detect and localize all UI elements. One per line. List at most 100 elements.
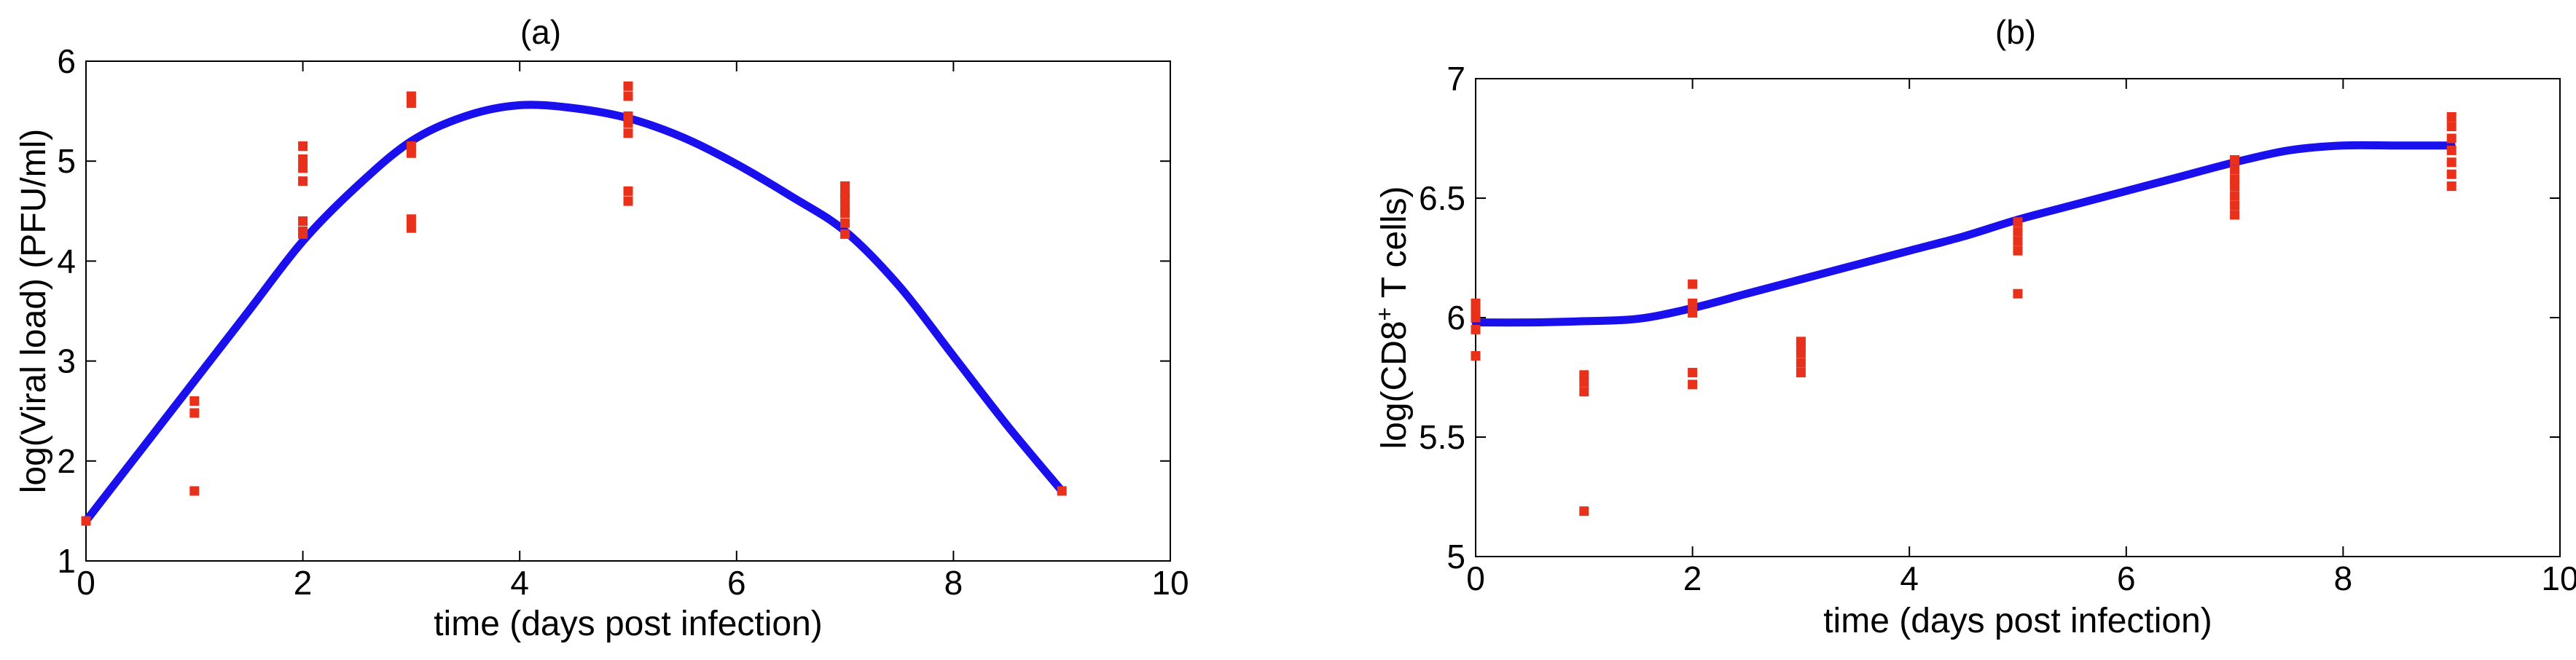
panel-b-data-point (1471, 313, 1481, 323)
panel-b-data-point (2230, 181, 2240, 192)
panel-b-data-point (2230, 165, 2240, 175)
panel-a-data-point (623, 81, 633, 91)
panel-b-data-point (1579, 377, 1589, 388)
panel-b-data-point (1796, 367, 1806, 377)
panel-b-y-axis-label: log(CD8+ T cells) (1371, 186, 1414, 449)
panel-b-data-point (2013, 245, 2023, 256)
panel-b-x-axis-label: time (days post infection) (1823, 602, 2212, 640)
panel-b-data-point (2013, 236, 2023, 246)
panel-a-x-tick-label: 8 (944, 564, 963, 602)
panel-b-data-point (1688, 367, 1698, 377)
panel-b-data-point (1796, 337, 1806, 347)
panel-a-data-point (189, 486, 200, 496)
panel-b-data-point (2230, 200, 2240, 211)
panel-b-data-point (2013, 217, 2023, 227)
panel-a-x-tick-label: 10 (1151, 564, 1189, 602)
panel-b-fit-line (1471, 141, 2456, 327)
panel-a-data-point (298, 216, 308, 227)
panel-b-data-point (2013, 288, 2023, 299)
panel-b-data-point (2446, 169, 2456, 179)
panel-a-data-point (189, 408, 200, 418)
panel-b-x-tick-label: 4 (1900, 559, 1919, 597)
panel-b-y-axis-label-superscript: + (1371, 307, 1398, 321)
panel-a-x-tick-label: 0 (77, 564, 95, 602)
panel-b-data-point (1688, 380, 1698, 390)
panel-b-y-tick-label: 5 (1446, 538, 1465, 575)
panel-b-data-point (1579, 506, 1589, 516)
panel-a-y-tick-label: 1 (57, 542, 76, 580)
panel-b-data-point (1471, 305, 1481, 315)
panel-b-data-point (2230, 155, 2240, 165)
panel-a-fit-line (82, 101, 1066, 525)
panel-b-data-point (1471, 324, 1481, 334)
panel-b-data-point (2446, 133, 2456, 144)
panel-a-data-point (623, 91, 633, 101)
panel-b-title: (b) (1995, 13, 2036, 51)
panel-b-data-point (1471, 298, 1481, 308)
panel-b-x-tick-label: 0 (1466, 559, 1485, 597)
panel-b-data-point (1579, 370, 1589, 380)
panel-b-y-axis-label-prefix: log(CD8 (1375, 321, 1414, 449)
panel-b-x-tick-label: 6 (2117, 559, 2136, 597)
panel-a-data-point (189, 396, 200, 406)
panel-b-data-point (1688, 307, 1698, 318)
panel-a-data-point (623, 186, 633, 196)
panel-a-y-tick-label: 4 (57, 242, 76, 280)
panel-a-data-point (623, 196, 633, 206)
panel-b-data-point (1688, 279, 1698, 289)
panel-a-y-tick-label: 3 (57, 342, 76, 380)
panel-b-chart: (b) 0 2 4 6 8 10 5 5.5 6 6.5 7 time (days post in… (1371, 13, 2576, 640)
panel-a-x-tick-label: 2 (294, 564, 313, 602)
panel-b-data-point (2446, 111, 2456, 122)
panel-b-data-point (2446, 145, 2456, 155)
panel-b-data-point (1796, 358, 1806, 368)
panel-b-data-point (2230, 210, 2240, 220)
panel-a-data-point (81, 516, 91, 526)
panel-b-y-tick-label: 7 (1446, 60, 1465, 98)
panel-b-data-point (1796, 348, 1806, 358)
panel-b-data-point (2446, 122, 2456, 132)
panel-b-y-ticks: 5 5.5 6 6.5 7 (1419, 60, 2560, 575)
panel-a-data-point (623, 128, 633, 138)
panel-b-data-point (2230, 174, 2240, 184)
panel-b-data-points (1471, 111, 2456, 516)
panel-a-data-point (298, 154, 308, 164)
panel-b-y-tick-label: 6.5 (1419, 179, 1465, 217)
panel-a-title: (a) (520, 13, 561, 51)
panel-b-y-tick-label: 5.5 (1419, 418, 1465, 456)
panel-a-x-axis-label: time (days post infection) (434, 605, 823, 643)
panel-b-y-axis-label-suffix: T cells) (1375, 186, 1414, 307)
panel-b-data-point (1688, 298, 1698, 308)
panel-b-x-ticks: 0 2 4 6 8 10 (1466, 79, 2576, 597)
panel-b-data-point (2013, 227, 2023, 237)
panel-b-x-tick-label: 10 (2541, 559, 2576, 597)
panel-a-axes-box (85, 60, 1171, 562)
panel-a-data-point (298, 176, 308, 186)
panel-b-data-point (2230, 191, 2240, 201)
panel-a-data-point (298, 141, 308, 152)
panel-b-data-point (1471, 350, 1481, 361)
panel-a-x-tick-label: 4 (510, 564, 529, 602)
panel-a-data-point (406, 91, 416, 101)
panel-b-data-point (2446, 157, 2456, 168)
panel-a-data-point (840, 229, 850, 239)
panel-a-data-point (623, 111, 633, 121)
panel-a-data-point (1057, 486, 1067, 496)
panel-a-data-point (406, 141, 416, 152)
panel-b-data-point (2446, 181, 2456, 192)
panel-a-x-tick-label: 6 (727, 564, 746, 602)
panel-a-data-point (298, 229, 308, 239)
panel-b-y-tick-label: 6 (1446, 299, 1465, 337)
panel-a-y-tick-label: 5 (57, 142, 76, 180)
panel-a-data-point (298, 163, 308, 173)
panel-b-data-point (1579, 387, 1589, 397)
panel-a-y-axis-label: log(Viral load) (PFU/ml) (15, 129, 53, 494)
panel-a-y-ticks: 1 2 3 4 5 6 (57, 42, 1170, 580)
panel-a-data-point (840, 218, 850, 228)
panel-b-x-tick-label: 2 (1683, 559, 1702, 597)
panel-a-data-point (406, 214, 416, 224)
panel-a-data-point (840, 181, 850, 191)
panel-a-y-tick-label: 6 (57, 42, 76, 80)
